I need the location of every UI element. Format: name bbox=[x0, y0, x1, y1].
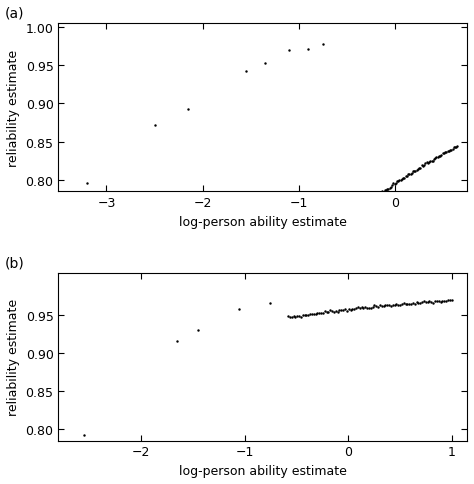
X-axis label: log-person ability estimate: log-person ability estimate bbox=[179, 215, 346, 228]
Y-axis label: reliability estimate: reliability estimate bbox=[7, 49, 20, 166]
X-axis label: log-person ability estimate: log-person ability estimate bbox=[179, 464, 346, 477]
Y-axis label: reliability estimate: reliability estimate bbox=[7, 299, 20, 415]
Text: (a): (a) bbox=[5, 7, 25, 21]
Text: (b): (b) bbox=[5, 256, 25, 270]
